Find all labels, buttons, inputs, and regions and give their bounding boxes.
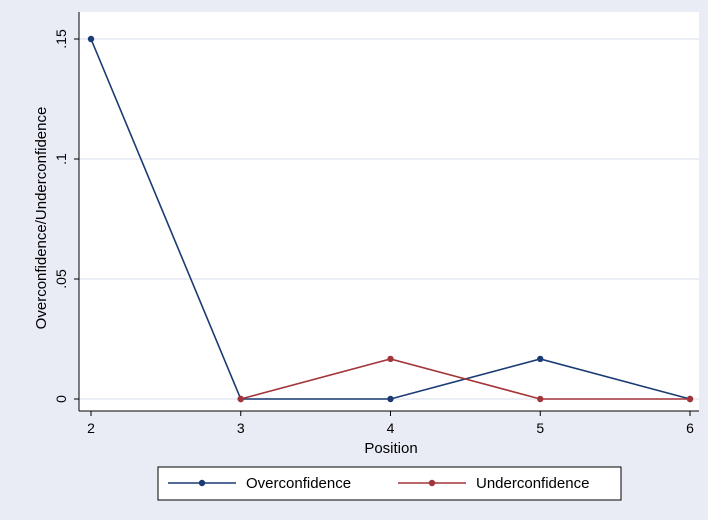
y-axis-title: Overconfidence/Underconfidence bbox=[33, 107, 50, 330]
data-point-underconfidence-3 bbox=[537, 395, 544, 403]
y-tick-label-3: .15 bbox=[53, 29, 69, 49]
legend-label: Underconfidence bbox=[476, 475, 589, 492]
x-tick-label-0: 2 bbox=[87, 420, 95, 436]
y-tick-label-1: .05 bbox=[53, 269, 69, 289]
series-line-underconfidence bbox=[240, 358, 690, 400]
x-tick-label-1: 3 bbox=[237, 420, 245, 436]
x-tick-label-4: 6 bbox=[686, 420, 694, 436]
data-point-underconfidence-2 bbox=[387, 355, 394, 363]
data-point-underconfidence-1 bbox=[237, 395, 244, 403]
legend-swatch-marker bbox=[428, 479, 436, 487]
legend-label: Overconfidence bbox=[246, 475, 351, 492]
series bbox=[87, 35, 694, 403]
axes bbox=[78, 12, 699, 412]
legend-items: Overconfidence Underconfidence bbox=[168, 475, 589, 492]
data-point-overconfidence-0 bbox=[87, 35, 95, 43]
legend-swatch-marker bbox=[198, 479, 206, 487]
data-point-underconfidence-4 bbox=[686, 395, 694, 403]
tick-marks: 0 .05 .1 .15 2 3 4 5 6 bbox=[53, 29, 694, 436]
legend: Overconfidence Underconfidence bbox=[157, 466, 622, 501]
legend-item-overconfidence: Overconfidence bbox=[168, 475, 351, 492]
data-point-overconfidence-2 bbox=[387, 395, 394, 403]
y-tick-label-2: .1 bbox=[53, 153, 69, 165]
x-tick-label-3: 5 bbox=[536, 420, 544, 436]
series-underconfidence bbox=[237, 355, 694, 403]
data-point-overconfidence-3 bbox=[537, 355, 544, 363]
x-tick-label-2: 4 bbox=[387, 420, 395, 436]
x-axis-title: Position bbox=[364, 440, 417, 457]
legend-item-underconfidence: Underconfidence bbox=[398, 475, 589, 492]
plot-area bbox=[79, 12, 699, 411]
y-tick-label-0: 0 bbox=[53, 395, 69, 403]
